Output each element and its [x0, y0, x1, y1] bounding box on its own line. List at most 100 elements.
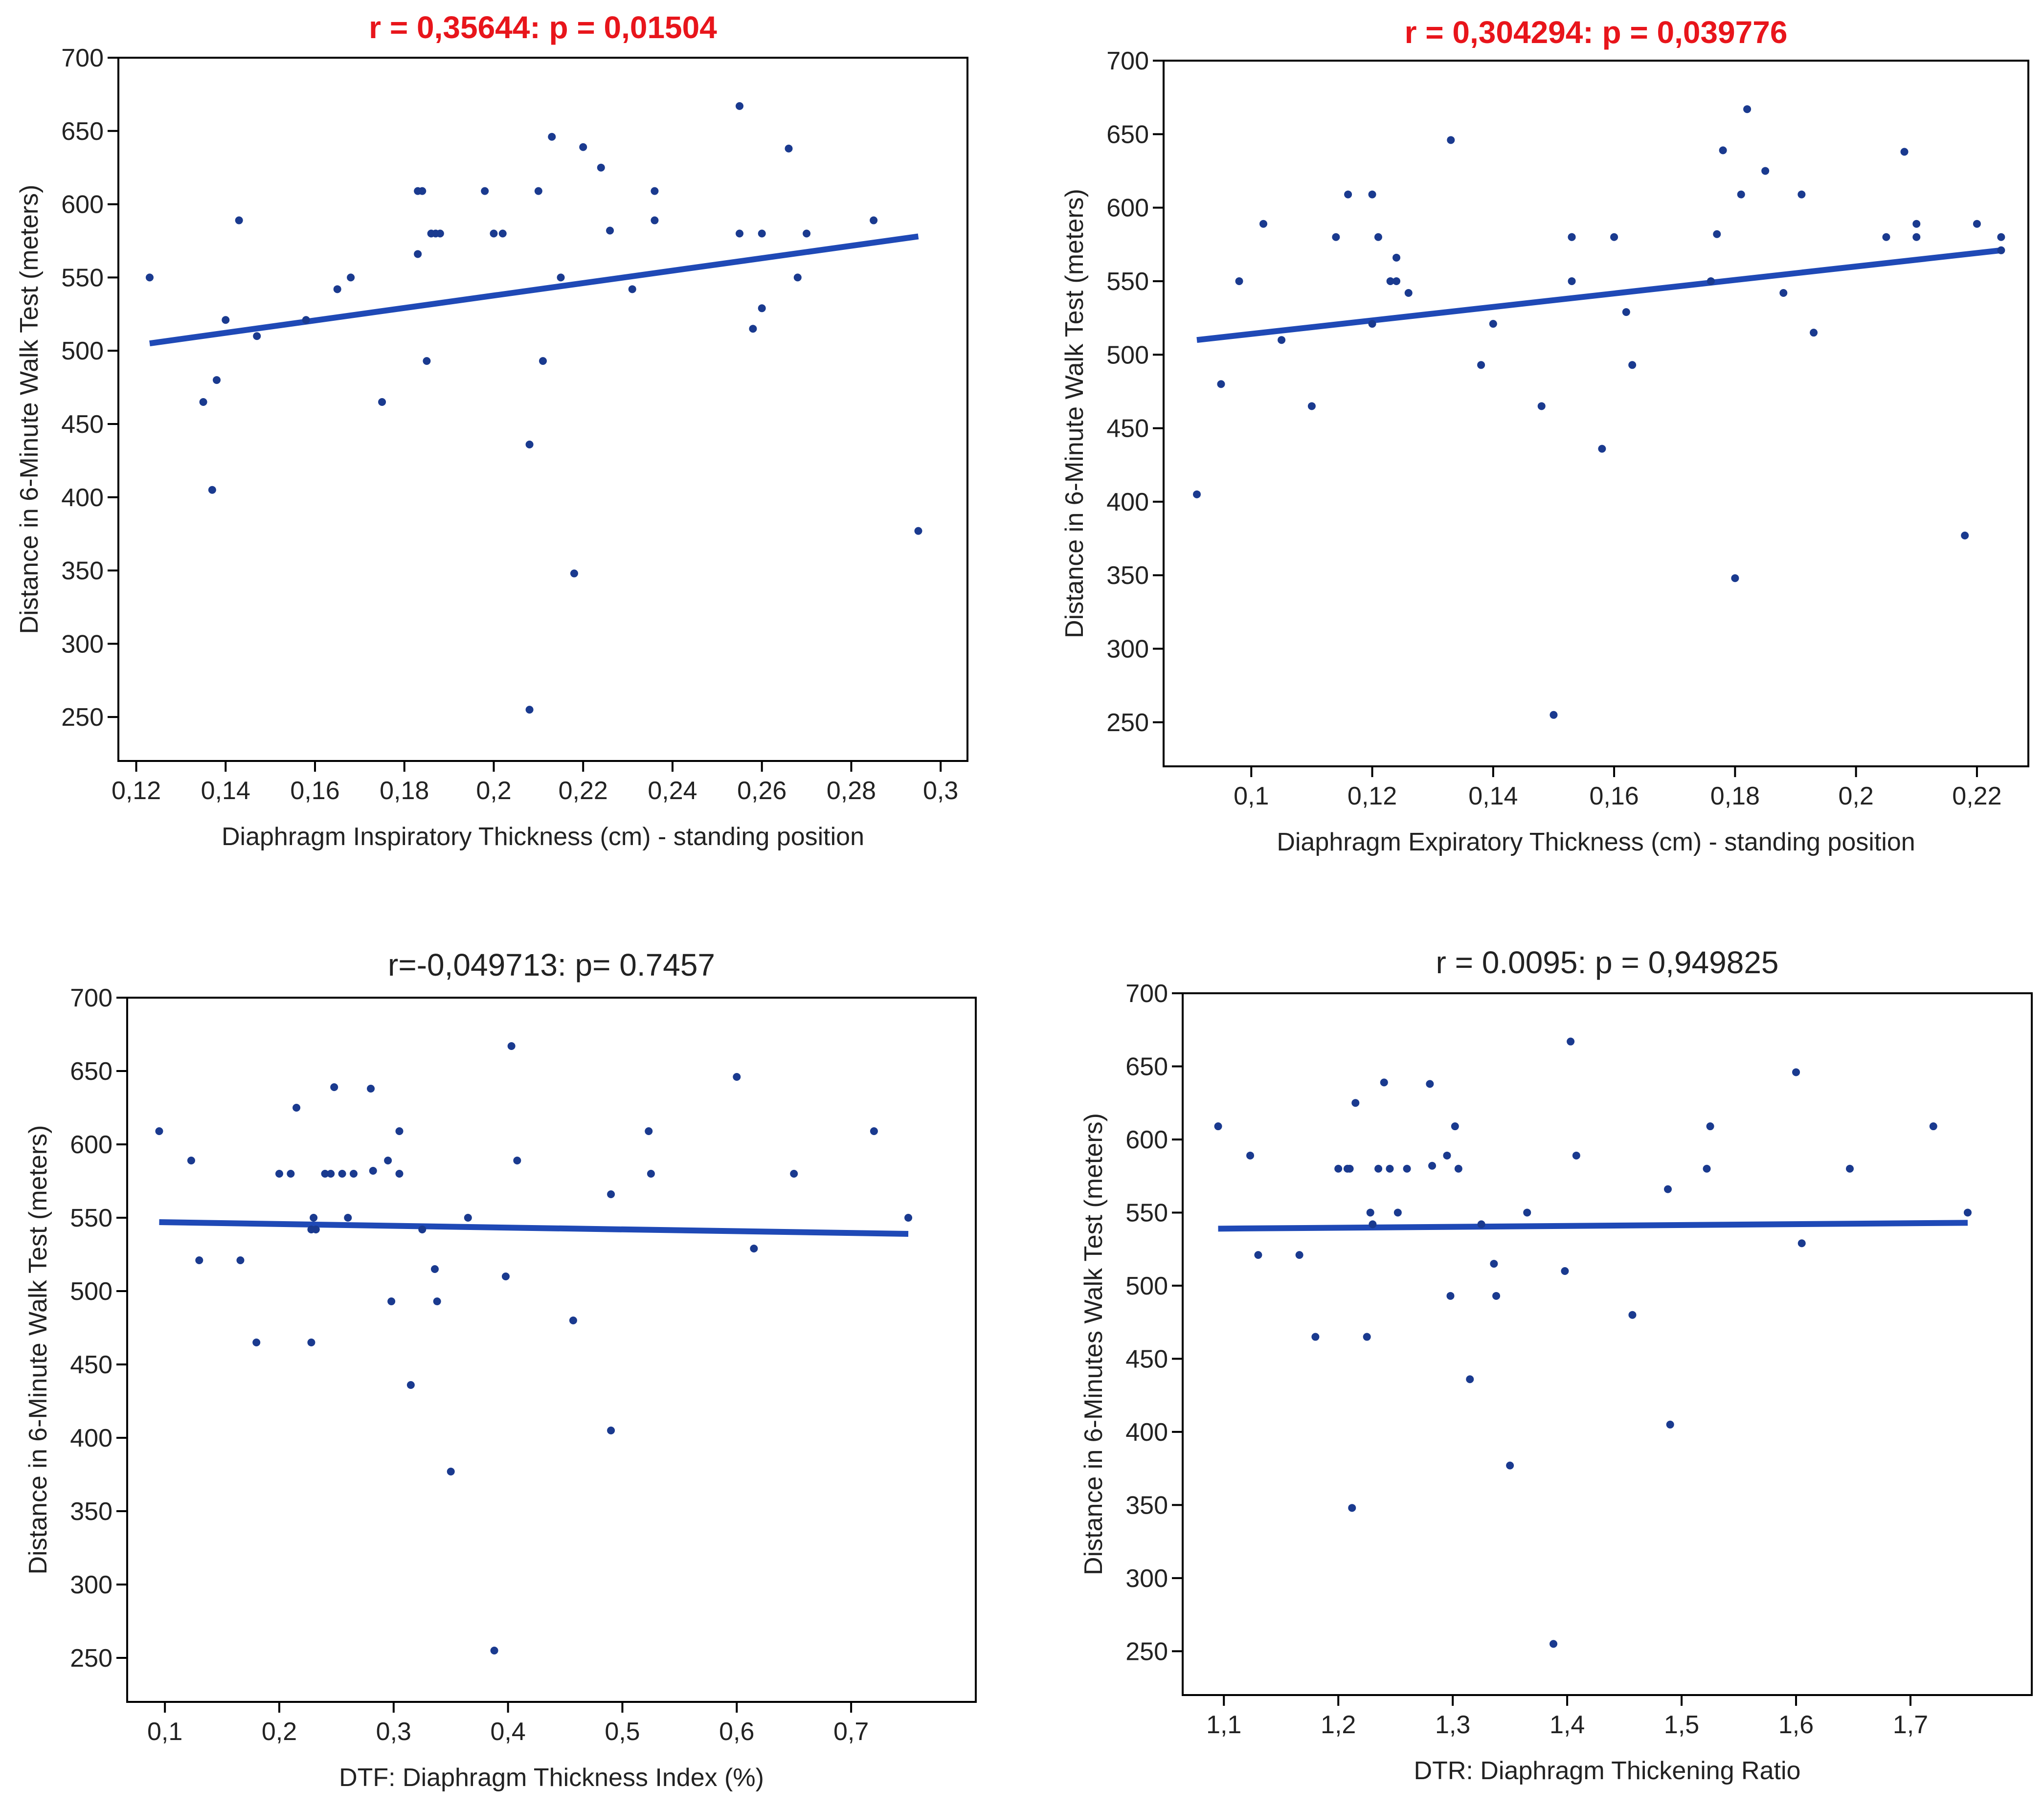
data-point	[1561, 1267, 1569, 1275]
data-point	[155, 1127, 163, 1135]
x-tick-label: 0,18	[380, 777, 429, 805]
data-point	[1568, 233, 1576, 241]
data-point	[525, 440, 534, 448]
y-tick-label: 400	[70, 1424, 112, 1452]
data-point	[507, 1042, 516, 1050]
data-point	[1550, 711, 1558, 719]
data-point	[628, 285, 636, 293]
data-point	[1332, 233, 1340, 241]
data-point	[1664, 1185, 1672, 1193]
y-tick-label: 400	[1125, 1418, 1168, 1447]
y-tick-label: 250	[70, 1644, 112, 1673]
x-tick-label: 0,1	[147, 1718, 182, 1746]
plot-frame	[1182, 992, 2033, 1696]
y-tick-label: 300	[1125, 1564, 1168, 1593]
data-point	[1380, 1078, 1388, 1087]
data-point	[651, 216, 659, 224]
data-point	[384, 1157, 392, 1164]
y-tick-label: 500	[1106, 341, 1149, 369]
data-point	[1973, 220, 1981, 228]
plot-frame	[117, 57, 968, 762]
data-point	[1489, 320, 1497, 328]
chart-title: r = 0,304294: p = 0,039776	[1405, 15, 1788, 50]
data-point	[1295, 1251, 1303, 1259]
data-point	[1961, 532, 1969, 540]
data-point	[1351, 1099, 1360, 1107]
data-point	[1393, 277, 1400, 285]
data-point	[310, 1214, 318, 1222]
data-point	[1912, 233, 1921, 241]
y-axis-label: Distance in 6-Minute Walk Test (meters)	[1060, 189, 1089, 638]
y-tick-label: 700	[61, 44, 104, 72]
chart-panel-expiratory-thickness: r = 0,304294: p = 0,039776 250 300 350 400 45…	[1060, 15, 2029, 856]
data-point	[344, 1214, 352, 1222]
data-point	[1447, 136, 1455, 144]
data-point	[349, 1170, 358, 1178]
data-point	[1997, 246, 2005, 254]
data-point	[252, 1339, 261, 1346]
data-point	[1386, 1164, 1394, 1173]
data-point	[914, 527, 922, 535]
x-tick-label: 1,4	[1550, 1711, 1585, 1739]
x-tick-label: 0,14	[1468, 782, 1518, 810]
data-point	[1490, 1260, 1498, 1268]
data-point	[235, 216, 243, 224]
data-point	[1506, 1461, 1514, 1470]
data-point	[1792, 1068, 1800, 1076]
x-axis-label: DTF: Diaphragm Thickness Index (%)	[339, 1764, 764, 1792]
data-point	[1366, 1208, 1374, 1217]
y-tick-label: 350	[1106, 561, 1149, 590]
data-point	[557, 273, 565, 282]
data-point	[1929, 1122, 1937, 1131]
y-axis-label: Distance in 6-Minute Walk Test (meters)	[24, 1125, 52, 1575]
data-point	[395, 1170, 404, 1178]
data-point	[1426, 1080, 1434, 1088]
data-point	[1492, 1292, 1501, 1300]
data-point	[1344, 190, 1352, 199]
data-point	[1572, 1151, 1580, 1160]
data-point	[1369, 1220, 1377, 1228]
data-point	[534, 187, 542, 195]
y-axis-label: Distance in 6-Minute Walk Test (meters)	[15, 185, 44, 634]
data-point	[369, 1167, 377, 1175]
data-point	[199, 398, 207, 406]
chart-panel-inspiratory-thickness: r = 0,35644: p = 0,01504 250 300 350 400 450 5…	[15, 10, 968, 851]
y-tick-label: 600	[70, 1131, 112, 1159]
data-point	[1810, 329, 1818, 337]
data-point	[1477, 361, 1485, 369]
data-point	[307, 1339, 315, 1346]
data-point	[1374, 233, 1382, 241]
data-point	[647, 1170, 655, 1178]
data-point	[1743, 105, 1752, 113]
x-tick-label: 1,1	[1206, 1711, 1241, 1739]
data-point	[406, 1381, 415, 1389]
data-point	[1443, 1151, 1451, 1160]
data-point	[1963, 1208, 1972, 1217]
y-tick-label: 700	[1106, 47, 1149, 75]
x-tick-label: 0,22	[1952, 782, 2001, 810]
data-point	[1368, 320, 1376, 328]
y-tick-label: 600	[1125, 1126, 1168, 1154]
y-tick-label: 650	[61, 117, 104, 146]
data-point	[645, 1127, 653, 1135]
data-point	[1477, 1220, 1485, 1228]
data-point	[490, 1647, 498, 1654]
y-tick-label: 600	[61, 191, 104, 219]
data-point	[145, 273, 154, 282]
data-point	[1217, 380, 1225, 388]
x-tick-label: 0,12	[1348, 782, 1397, 810]
data-point	[1254, 1251, 1262, 1259]
data-point	[490, 229, 498, 238]
y-tick-label: 700	[70, 984, 112, 1012]
x-tick-label: 0,28	[827, 777, 876, 805]
data-point	[1797, 190, 1806, 199]
data-point	[1719, 146, 1727, 155]
y-tick-label: 400	[61, 484, 104, 512]
chart-panel-thickening-ratio: r = 0.0095: p = 0,949825 250 300 350 400 450 5…	[1079, 945, 2033, 1785]
data-point	[1598, 445, 1606, 453]
x-tick-label: 0,12	[112, 777, 161, 805]
data-point	[418, 1226, 427, 1233]
x-tick-label: 0,2	[262, 1718, 297, 1746]
y-tick-label: 500	[70, 1277, 112, 1306]
data-point	[606, 226, 614, 235]
